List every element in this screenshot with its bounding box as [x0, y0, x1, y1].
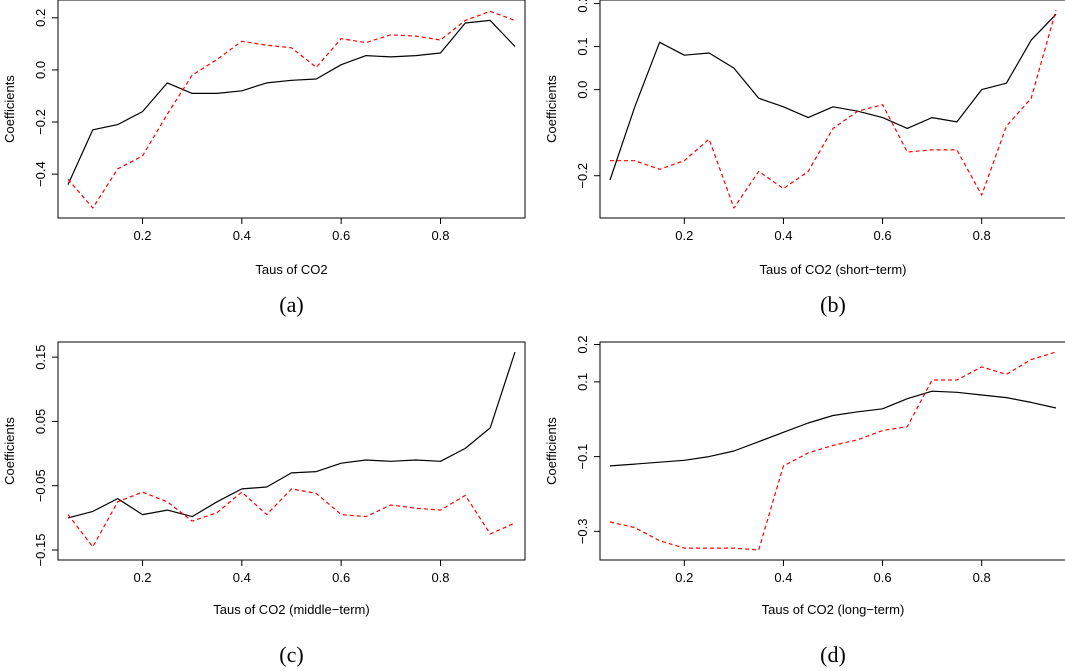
panel-a-x-tick-label: 0.6 [332, 228, 350, 243]
panel-a-y-tick-label: −0.4 [33, 161, 48, 187]
panel-d-y-tick-label: 0.1 [575, 373, 590, 391]
panel-a-y-axis: −0.4 −0.2 0.0 0.2 [33, 9, 58, 187]
panel-a-x-axis-label: Taus of CO2 [255, 262, 327, 277]
panel-c-y-tick-label: 0.05 [33, 409, 48, 434]
panel-c-series-dashed-line [67, 488, 516, 548]
panel-d-x-tick-label: 0.8 [973, 570, 991, 585]
panel-b-y-tick-label: 0.2 [575, 0, 590, 13]
panel-c-y-tick-label: −0.05 [33, 469, 48, 502]
panel-d-y-tick-label: −0.1 [575, 444, 590, 470]
panel-b-x-axis: 0.2 0.4 0.6 0.8 [675, 218, 991, 243]
panel-c-series-solid-line [67, 351, 516, 519]
panel-b-x-axis-label: Taus of CO2 (short−term) [759, 262, 906, 277]
panel-a-y-tick-label: 0.0 [33, 61, 48, 79]
panel-b-y-tick-label: 0.0 [575, 81, 590, 99]
panel-b: 0.2 0.4 0.6 0.8 −0.2 0.0 0.1 0.2 Taus of CO2 (… [544, 0, 1065, 317]
panel-b-y-tick-label: −0.2 [575, 163, 590, 189]
panel-b-x-tick-label: 0.6 [874, 228, 892, 243]
panel-d-y-tick-label: −0.3 [575, 518, 590, 544]
panel-a: 0.2 0.4 0.6 0.8 −0.4−0.20.00.2 Taus of CO2 … [2, 0, 526, 317]
panel-c-x-tick-label: 0.4 [233, 570, 251, 585]
panel-d-y-tick-label: 0.2 [575, 335, 590, 353]
panel-d-x-tick-label: 0.2 [675, 570, 693, 585]
panel-d-series [609, 351, 1057, 551]
panel-b-series-dashed-line [610, 9, 1057, 209]
panel-a-series [67, 10, 516, 209]
panel-c-y-axis-label: Coefficients [2, 417, 17, 485]
panel-b-x-tick-label: 0.8 [973, 228, 991, 243]
panel-a-series-dashed-line [67, 10, 516, 209]
panel-c-y-tick-label: 0.15 [33, 344, 48, 369]
panel-a-series-solid-line [67, 19, 516, 185]
panel-c-x-tick-label: 0.6 [332, 570, 350, 585]
panel-b-plot-frame [599, 0, 1065, 219]
panel-a-y-axis-label: Coefficients [2, 75, 17, 143]
panel-d-y-axis: −0.3 −0.1 0.1 0.2 [575, 335, 600, 544]
panel-b-x-tick-label: 0.2 [675, 228, 693, 243]
panel-a-x-tick-label: 0.8 [431, 228, 449, 243]
panel-c-series [67, 351, 516, 548]
panel-a-x-tick-label: 0.2 [133, 228, 151, 243]
panel-d-x-axis: 0.2 0.4 0.6 0.8 [675, 560, 991, 585]
panel-a-plot-frame [57, 0, 526, 219]
panel-b-series-solid-line [609, 13, 1057, 181]
panel-c-y-axis: −0.15 −0.05 0.05 0.15 [33, 344, 58, 566]
panel-c-x-tick-label: 0.2 [133, 570, 151, 585]
panel-b-x-tick-label: 0.4 [774, 228, 792, 243]
panel-d-plot-frame [599, 341, 1065, 561]
panel-c-caption: (c) [279, 642, 303, 667]
panel-c-x-tick-label: 0.8 [431, 570, 449, 585]
panel-d: 0.2 0.4 0.6 0.8 −0.3 −0.1 0.1 0.2 Taus of CO2 … [544, 335, 1065, 667]
panel-b-y-axis: −0.2 0.0 0.1 0.2 [575, 0, 600, 189]
panel-d-x-tick-label: 0.4 [774, 570, 792, 585]
panel-b-y-axis-label: Coefficients [544, 75, 559, 143]
panel-d-x-axis-label: Taus of CO2 (long−term) [762, 602, 905, 617]
panel-c-plot-frame [57, 341, 526, 561]
panel-a-y-tick-label: −0.2 [33, 109, 48, 135]
panel-d-caption: (d) [820, 642, 846, 667]
panel-d-x-tick-label: 0.6 [874, 570, 892, 585]
panel-a-x-tick-label: 0.4 [233, 228, 251, 243]
panel-d-series-dashed-line [609, 351, 1057, 551]
panel-a-caption: (a) [279, 292, 303, 317]
panel-d-series-solid-line [609, 390, 1057, 467]
panel-b-y-tick-label: 0.1 [575, 38, 590, 56]
panel-c-x-axis-label: Taus of CO2 (middle−term) [213, 602, 369, 617]
panel-b-series [609, 9, 1057, 209]
panel-b-caption: (b) [820, 292, 846, 317]
panel-a-x-axis: 0.2 0.4 0.6 0.8 [133, 218, 450, 243]
panel-c-x-axis: 0.2 0.4 0.6 0.8 [133, 560, 450, 585]
panel-c-y-tick-label: −0.15 [33, 534, 48, 567]
panel-d-y-axis-label: Coefficients [544, 417, 559, 485]
panel-c: 0.2 0.4 0.6 0.8 −0.15 −0.05 0.05 0.15 Taus of … [2, 341, 526, 667]
panel-a-y-tick-label: 0.2 [33, 9, 48, 27]
